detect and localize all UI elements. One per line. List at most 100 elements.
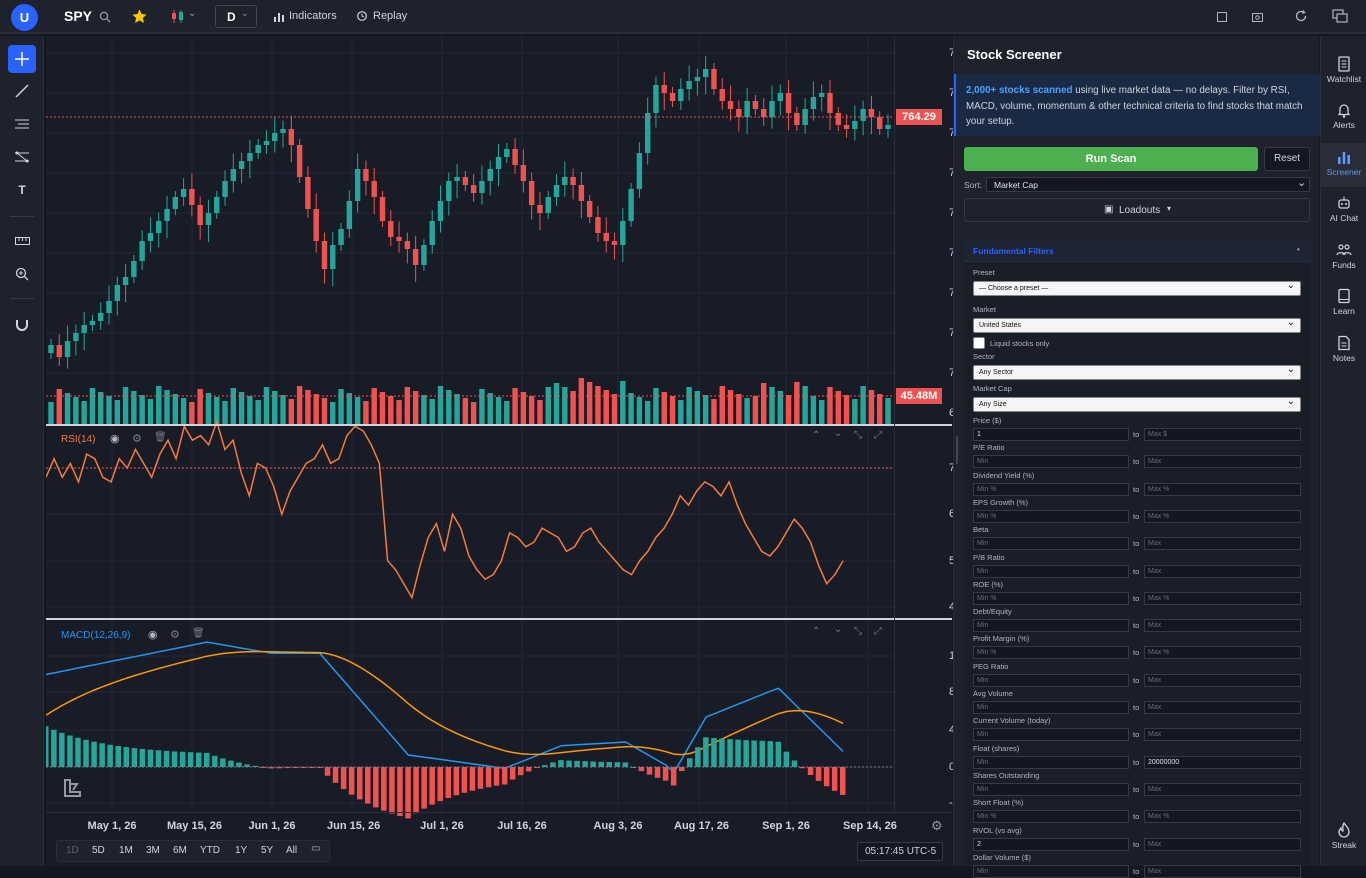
snapshot-icon[interactable] (1252, 12, 1263, 22)
sidebar-item-learn[interactable]: Learn (1321, 282, 1366, 326)
eye-icon[interactable]: ◉ (110, 433, 120, 445)
filter-max-input[interactable]: Max (1144, 701, 1301, 714)
filter-max-input[interactable]: Max (1144, 673, 1301, 687)
timeframe-1m[interactable]: 1M (119, 845, 133, 856)
filter-min-input[interactable]: Min % (973, 646, 1129, 660)
filter-min-input[interactable]: Min (973, 728, 1129, 742)
filter-max-input[interactable]: Max % (1144, 646, 1301, 660)
filter-max-input[interactable]: Max % (1144, 482, 1301, 496)
collapse-icon[interactable]: ⤡ (854, 626, 862, 637)
filter-max-input[interactable]: Max % (1144, 810, 1301, 824)
timeframe-1d[interactable]: 1D (66, 845, 79, 856)
filters-header[interactable]: Fundamental Filters • (964, 240, 1310, 262)
filter-min-input[interactable]: Min % (973, 509, 1129, 523)
interval-select[interactable]: D ⌄ (215, 5, 257, 28)
rsi-label[interactable]: RSI(14) (61, 434, 96, 445)
pane-down-icon[interactable]: ⌄ (834, 428, 843, 439)
loadouts-button[interactable]: ▣ Loadouts ▾ (964, 198, 1310, 222)
symbol-label[interactable]: SPY (64, 8, 93, 24)
maximize-icon[interactable]: ⤢ (874, 626, 882, 637)
reset-button[interactable]: Reset (1264, 147, 1310, 171)
pane-separator[interactable] (46, 618, 952, 620)
filter-min-input[interactable]: Min (973, 755, 1129, 769)
sidebar-item-alerts[interactable]: Alerts (1321, 96, 1366, 140)
timeframe-all[interactable]: All (286, 845, 298, 856)
sort-select[interactable]: Market Cap ⌄ (986, 177, 1310, 192)
avatar[interactable]: U (11, 4, 38, 31)
filter-min-input[interactable]: Min (973, 673, 1129, 687)
chevron-down-icon[interactable]: ⌄ (188, 8, 197, 19)
sidebar-item-streak[interactable]: Streak (1321, 816, 1366, 860)
sidebar-item-screener[interactable]: Screener (1321, 143, 1366, 187)
collapse-icon[interactable]: ⤡ (854, 430, 862, 441)
market-select[interactable]: United States (973, 316, 1301, 333)
settings-icon[interactable]: ⚙ (132, 433, 142, 445)
sidebar-item-watchlist[interactable]: Watchlist (1321, 50, 1366, 94)
filter-min-input[interactable]: Min (973, 619, 1129, 633)
filter-max-input[interactable]: Max (1144, 782, 1301, 796)
run-scan-button[interactable]: Run Scan (964, 147, 1258, 171)
search-icon[interactable] (99, 11, 111, 23)
eye-icon[interactable]: ◉ (148, 629, 158, 641)
time-axis[interactable] (46, 812, 952, 836)
timeframe-1y[interactable]: 1Y (235, 845, 248, 856)
layout-icon[interactable] (1217, 12, 1227, 22)
sector-select[interactable]: Any Sector (973, 363, 1301, 380)
filter-max-input[interactable]: 20000000 (1144, 755, 1301, 769)
fib-tool[interactable] (8, 110, 36, 138)
filter-min-input[interactable]: Min % (973, 591, 1129, 605)
filter-min-input[interactable]: Min (973, 564, 1129, 578)
filter-min-input[interactable]: Min (973, 537, 1129, 551)
filter-max-input[interactable]: Max (1144, 728, 1301, 742)
filter-max-input[interactable]: Max (1144, 455, 1301, 469)
maximize-icon[interactable]: ⤢ (874, 430, 882, 441)
timeframe-5d[interactable]: 5D (92, 845, 105, 856)
pattern-tool[interactable] (8, 143, 36, 171)
filter-min-input[interactable]: Min % (973, 810, 1129, 824)
filter-min-input[interactable]: 1 (973, 428, 1129, 441)
trendline-tool[interactable] (8, 77, 36, 105)
filter-max-input[interactable]: Max (1144, 619, 1301, 633)
filter-min-input[interactable]: Min % (973, 482, 1129, 496)
pane-up-icon[interactable]: ⌃ (812, 430, 821, 441)
sidebar-item-funds[interactable]: Funds (1321, 236, 1366, 280)
filter-min-input[interactable]: Min (973, 782, 1129, 796)
liquid-checkbox[interactable] (973, 337, 985, 349)
refresh-icon[interactable] (1294, 9, 1308, 23)
indicators-button[interactable]: Indicators (289, 10, 337, 22)
delete-icon[interactable]: 🗑 (192, 628, 205, 639)
filter-max-input[interactable]: Max (1144, 537, 1301, 551)
magnet-tool[interactable] (8, 311, 36, 339)
timeframe-5y[interactable]: 5Y (261, 845, 274, 856)
sidebar-item-notes[interactable]: Notes (1321, 329, 1366, 373)
filter-max-input[interactable]: Max (1144, 837, 1301, 851)
filter-min-input[interactable]: Min (973, 455, 1129, 469)
measure-tool[interactable] (8, 227, 36, 255)
filter-min-input[interactable]: Min (973, 701, 1129, 714)
replay-button[interactable]: Replay (373, 10, 408, 22)
candles-icon[interactable] (170, 9, 186, 24)
delete-icon[interactable]: 🗑 (154, 432, 167, 443)
timeframe-3m[interactable]: 3M (146, 845, 160, 856)
star-icon[interactable] (131, 8, 148, 25)
fullscreen-icon[interactable] (1332, 9, 1348, 23)
chart-area[interactable]: 780.00770.00760.00750.00740.00730.00720.… (46, 36, 983, 866)
clock-box[interactable] (857, 842, 943, 861)
macd-label[interactable]: MACD(12,26,9) (61, 630, 131, 641)
chart-settings-icon[interactable]: ⚙ (931, 818, 943, 833)
text-tool[interactable]: T (8, 176, 36, 204)
preset-select[interactable]: — Choose a preset — (973, 279, 1301, 296)
pane-separator[interactable] (46, 424, 952, 426)
filter-max-input[interactable]: Max % (1144, 591, 1301, 605)
settings-icon[interactable]: ⚙ (170, 629, 180, 641)
price-chart[interactable] (46, 36, 952, 866)
filter-min-input[interactable]: Min (973, 864, 1129, 878)
market-cap-select[interactable]: Any Size (973, 395, 1301, 412)
sidebar-item-ai-chat[interactable]: AI Chat (1321, 189, 1366, 233)
filter-min-input[interactable]: 2 (973, 837, 1129, 851)
panel-resize-handle[interactable] (956, 436, 958, 464)
filter-max-input[interactable]: Max (1144, 564, 1301, 578)
pane-up-icon[interactable]: ⌃ (812, 626, 821, 637)
crosshair-tool[interactable] (8, 45, 36, 73)
zoom-tool[interactable] (8, 260, 36, 288)
